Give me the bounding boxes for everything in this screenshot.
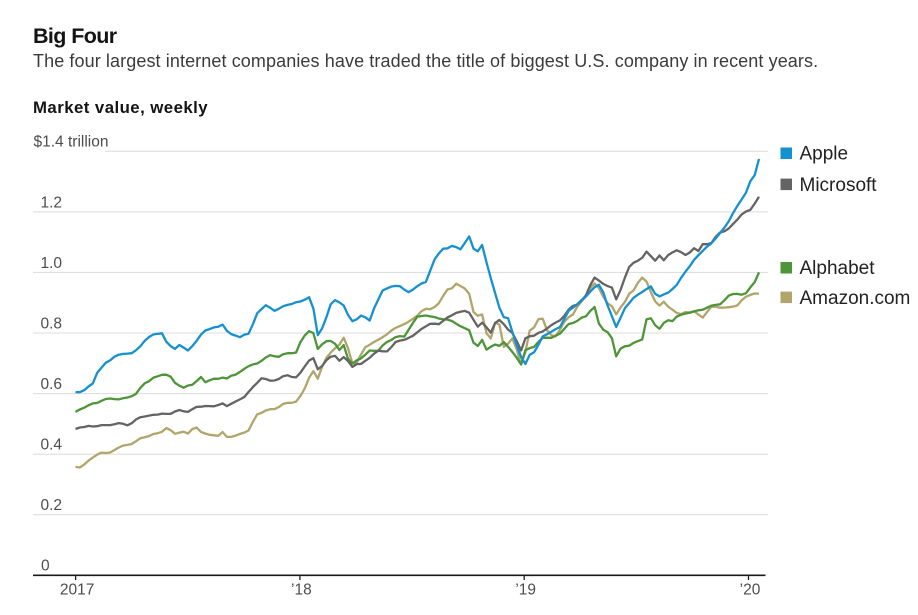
- svg-text:$1.4 trillion: $1.4 trillion: [34, 134, 109, 151]
- svg-text:’19: ’19: [515, 581, 536, 598]
- svg-text:0: 0: [41, 558, 50, 575]
- svg-text:1.0: 1.0: [41, 255, 63, 272]
- svg-text:Amazon.com: Amazon.com: [800, 288, 911, 309]
- svg-text:1.2: 1.2: [41, 194, 63, 211]
- svg-text:2017: 2017: [60, 581, 94, 598]
- svg-text:0.2: 0.2: [41, 497, 63, 514]
- svg-text:Apple: Apple: [800, 144, 849, 165]
- svg-text:’18: ’18: [291, 581, 312, 598]
- svg-text:Alphabet: Alphabet: [800, 258, 876, 279]
- svg-text:’20: ’20: [740, 581, 761, 598]
- svg-text:0.4: 0.4: [41, 437, 63, 454]
- svg-text:0.6: 0.6: [41, 376, 63, 393]
- svg-text:Microsoft: Microsoft: [800, 175, 878, 196]
- svg-text:0.8: 0.8: [41, 315, 63, 332]
